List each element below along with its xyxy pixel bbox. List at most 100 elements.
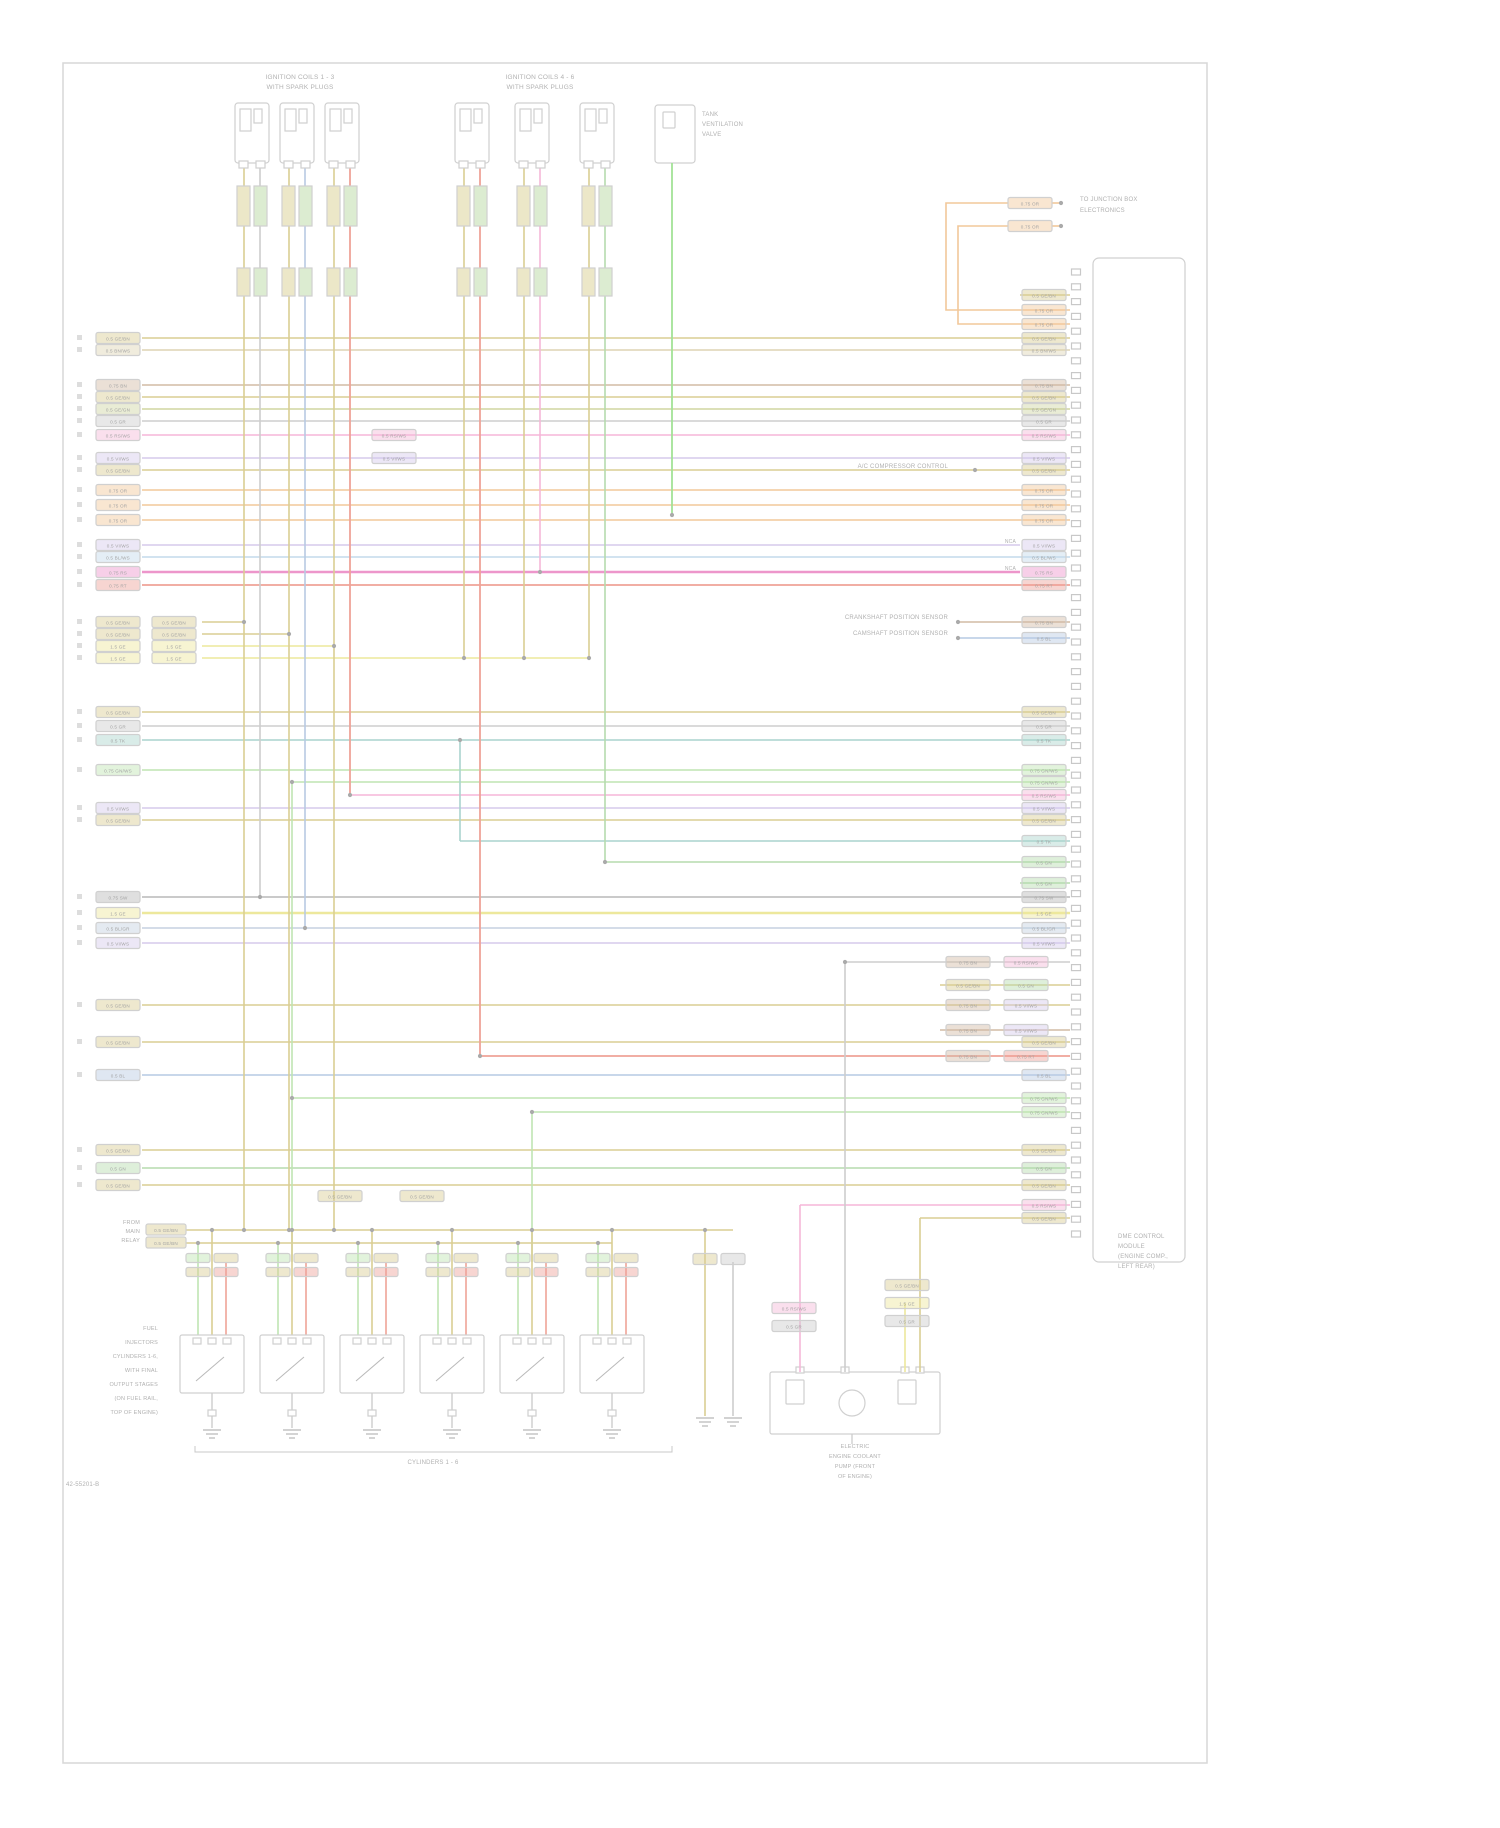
wire-label-text: 0.5 GE/BN (106, 1148, 130, 1153)
wire-label (1007, 196, 1053, 210)
wire-label (373, 1252, 399, 1264)
connector-pin (1070, 1230, 1082, 1238)
wire-label-stack (533, 267, 548, 297)
annotation-text: INJECTORS (125, 1340, 158, 1346)
margin-tick (77, 1165, 82, 1170)
wire-label (1021, 876, 1067, 890)
wire-label-text: 0.5 GE/BN (106, 1040, 130, 1045)
wire-label-stack (326, 185, 341, 227)
margin-tick (77, 805, 82, 810)
junction-dot (275, 1240, 281, 1246)
pin (222, 1337, 232, 1345)
wire-label (1021, 719, 1067, 733)
wire-label-text: 0.5 VI/WS (1033, 941, 1055, 946)
wire-label-text: 0.75 OR (1035, 518, 1054, 523)
wire-label-stack (473, 185, 488, 227)
component-box (897, 1379, 917, 1405)
wire-label-text: 0.5 VI/WS (1033, 456, 1055, 461)
annotation-text: WITH SPARK PLUGS (506, 84, 573, 91)
margin-tick (77, 894, 82, 899)
wire-label-text: 0.75 OR (109, 518, 128, 523)
motor-symbol (838, 1389, 866, 1417)
wire-label-stack (253, 267, 268, 297)
pin (302, 1337, 312, 1345)
annotation-text: RELAY (121, 1238, 140, 1244)
coil-pin (300, 160, 311, 169)
wire-label (95, 1178, 141, 1192)
wire-label-text: 0.5 RS/WS (1032, 793, 1057, 798)
wire-label-text: 0.5 GE/BN (1032, 1148, 1056, 1153)
pin (287, 1409, 297, 1417)
wire-label-text: 0.75 GN/WS (1030, 1096, 1058, 1101)
wire-label (1021, 498, 1067, 512)
junction-dot (595, 1240, 601, 1246)
junction-dot (537, 569, 543, 575)
wire-label (1021, 906, 1067, 920)
wire-label (95, 719, 141, 733)
annotation-text: CAMSHAFT POSITION SENSOR (853, 631, 949, 637)
wire-label-text: 0.5 VI/WS (107, 456, 129, 461)
pin (447, 1337, 457, 1345)
wire-label (1021, 631, 1067, 645)
wire-label (95, 763, 141, 777)
margin-tick (77, 643, 82, 648)
margin-tick (77, 542, 82, 547)
junction-dot (1058, 200, 1064, 206)
junction-dot (669, 512, 675, 518)
connector-pin (1070, 490, 1082, 498)
annotation-text: IGNITION COILS 4 - 6 (505, 74, 574, 81)
wire-label (213, 1266, 239, 1278)
junction-dot (195, 1240, 201, 1246)
connector-pin (1070, 1097, 1082, 1105)
connector-pin (1070, 534, 1082, 543)
wire-label-text: 0.5 GE/BN (1032, 1216, 1056, 1221)
annotation-text: CYLINDERS 1-6, (113, 1354, 159, 1360)
connector-pin (1070, 1171, 1082, 1179)
wire-label-text: 0.5 VI/WS (107, 806, 129, 811)
wire-label-text: 0.5 GR (1036, 419, 1052, 424)
connector-pin (1070, 342, 1082, 350)
coil-pin (583, 160, 594, 169)
annotation-text: LEFT REAR) (1118, 1264, 1155, 1270)
margin-tick (77, 631, 82, 636)
wire-label-text: 0.5 BN/WS (106, 348, 131, 353)
wire-label-text: 0.5 GE/BN (106, 632, 130, 637)
wire-label (95, 402, 141, 416)
wire-label (425, 1252, 451, 1264)
wire-label (425, 1266, 451, 1278)
connector-pin (1070, 460, 1082, 468)
wire-label-stack (326, 267, 341, 297)
annotation-text: OF ENGINE) (838, 1474, 872, 1480)
margin-tick (77, 1147, 82, 1152)
connector-pin (1070, 845, 1082, 853)
wire-label (95, 921, 141, 935)
connector-pin (1070, 1141, 1082, 1149)
wire-label (95, 801, 141, 815)
wire-label (185, 1266, 211, 1278)
wire-label-text: 0.75 OR (1021, 201, 1040, 206)
wire-label (151, 627, 197, 641)
junction-dot (331, 1227, 337, 1233)
wire-label (692, 1252, 718, 1266)
wire-label-text: 0.5 GE/BN (106, 336, 130, 341)
connector-pin (1070, 830, 1082, 839)
wire-label (1021, 788, 1067, 802)
wire-label (1021, 1105, 1067, 1119)
connector-pin (1070, 993, 1082, 1001)
junction-dot (515, 1240, 521, 1246)
wire-label-stack (581, 267, 596, 297)
wire-label (1021, 890, 1067, 904)
connector-pin (1070, 963, 1082, 972)
wire-label (1021, 733, 1067, 747)
pin (542, 1337, 552, 1345)
wire-label (95, 1035, 141, 1049)
wire-label-text: 0.5 VI/WS (383, 456, 405, 461)
connector-pin (1070, 431, 1082, 439)
connector-pin (1070, 919, 1082, 927)
margin-tick (77, 382, 82, 387)
wire-label-text: 0.5 GE/BN (1032, 1040, 1056, 1045)
annotation-text: FROM (123, 1220, 140, 1226)
wire-label (95, 627, 141, 641)
wire-label-text: 0.5 GE/BN (154, 1241, 178, 1246)
junction-dot (209, 1227, 215, 1233)
